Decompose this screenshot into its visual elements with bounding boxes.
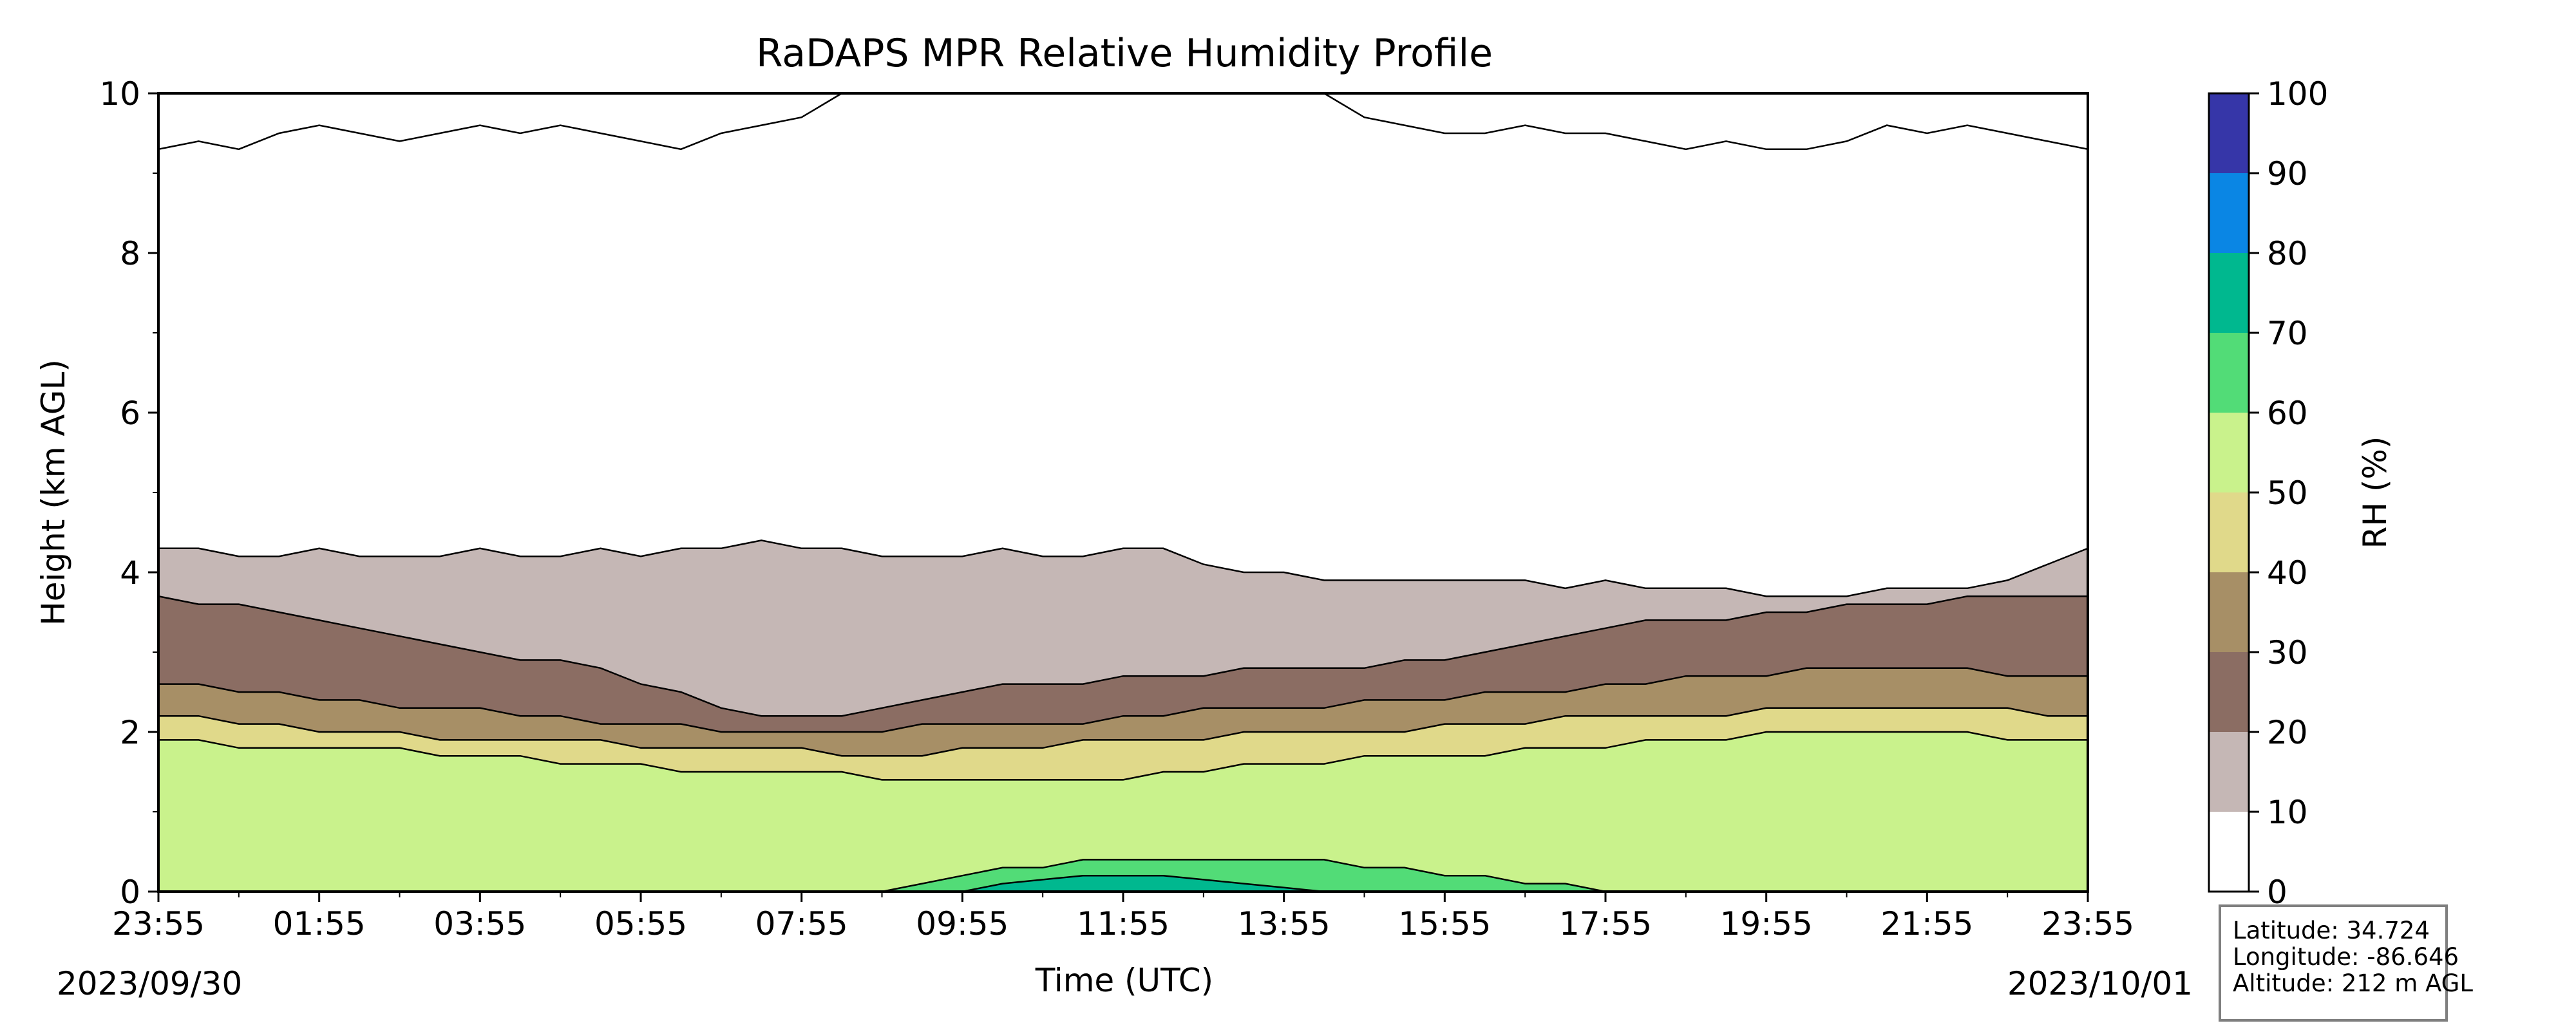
x-tick-label: 05:55 (594, 905, 687, 942)
chart-title: RaDAPS MPR Relative Humidity Profile (756, 31, 1493, 76)
y-axis-label: Height (km AGL) (35, 359, 72, 626)
colorbar-tick-label: 50 (2267, 474, 2308, 512)
colorbar-tick-label: 60 (2267, 395, 2308, 432)
y-tick-label: 10 (99, 75, 140, 113)
x-tick-label: 23:55 (2041, 905, 2134, 942)
rh-bands (158, 93, 2088, 892)
colorbar-segment (2209, 652, 2249, 732)
x-tick-label: 23:55 (112, 905, 205, 942)
x-tick-label: 19:55 (1720, 905, 1813, 942)
x-tick-label: 03:55 (433, 905, 526, 942)
x-tick-label: 11:55 (1077, 905, 1170, 942)
colorbar-tick-label: 20 (2267, 714, 2308, 751)
colorbar-segment (2209, 93, 2249, 173)
start-date: 2023/09/30 (57, 965, 242, 1002)
x-tick-label: 01:55 (273, 905, 366, 942)
colorbar-segment (2209, 333, 2249, 413)
station-info-box: Latitude: 34.724 Longitude: -86.646 Alti… (2219, 904, 2473, 1022)
colorbar-tick-label: 10 (2267, 794, 2308, 831)
colorbar-segment (2209, 413, 2249, 492)
y-axis: 0 2 4 6 8 10 (99, 75, 158, 911)
y-tick-label: 6 (120, 395, 140, 432)
x-tick-label: 09:55 (916, 905, 1009, 942)
y-tick-label: 0 (120, 874, 140, 911)
longitude-text: Longitude: -86.646 (2233, 943, 2459, 971)
latitude-text: Latitude: 34.724 (2233, 917, 2430, 944)
colorbar-label: RH (%) (2356, 436, 2394, 549)
colorbar-tick-label: 70 (2267, 315, 2308, 352)
end-date: 2023/10/01 (2007, 965, 2193, 1002)
colorbar-segment (2209, 812, 2249, 892)
y-tick-label: 4 (120, 554, 140, 592)
plot-area (157, 92, 2089, 893)
colorbar-tick-label: 40 (2267, 554, 2308, 592)
colorbar-segment (2209, 572, 2249, 652)
x-tick-label: 07:55 (755, 905, 848, 942)
colorbar-segment (2209, 492, 2249, 572)
colorbar-tick-label: 30 (2267, 634, 2308, 671)
y-tick-label: 8 (120, 235, 140, 272)
rh-band-50-60 (158, 731, 2088, 892)
colorbar-tick-label: 80 (2267, 235, 2308, 272)
colorbar-segment (2209, 253, 2249, 333)
colorbar-tick-label: 100 (2267, 75, 2328, 113)
x-tick-label: 17:55 (1559, 905, 1652, 942)
colorbar-segment (2209, 173, 2249, 253)
x-tick-label: 13:55 (1238, 905, 1331, 942)
altitude-text: Altitude: 212 m AGL (2233, 969, 2473, 997)
x-tick-label: 15:55 (1398, 905, 1491, 942)
x-axis: 23:55 01:55 03:55 05:55 07:55 09:55 11:55 13:55… (112, 892, 2134, 942)
colorbar-tick-label: 90 (2267, 155, 2308, 192)
x-tick-label: 21:55 (1880, 905, 1973, 942)
y-tick-label: 2 (120, 714, 140, 751)
rh-band-70-80 (158, 874, 2088, 892)
x-axis-label: Time (UTC) (1035, 962, 1213, 999)
colorbar-segment (2209, 732, 2249, 812)
